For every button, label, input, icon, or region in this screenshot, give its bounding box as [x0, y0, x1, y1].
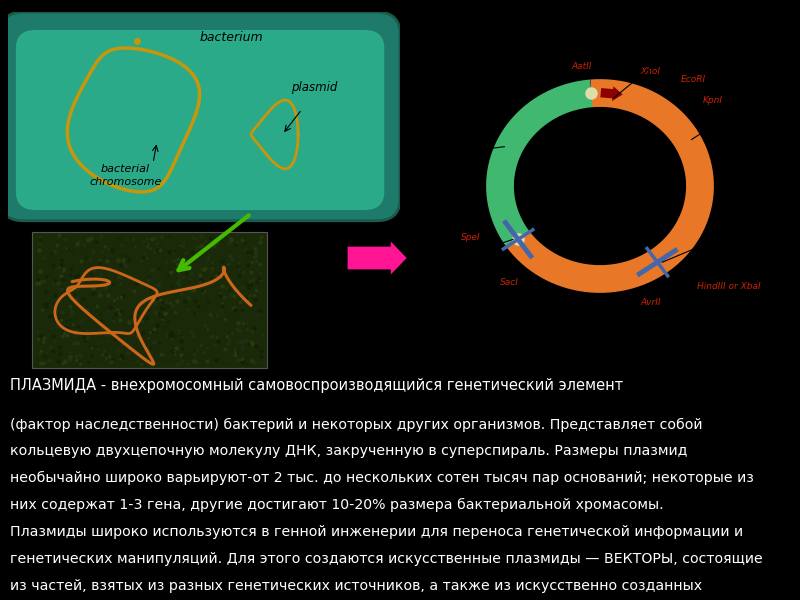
Text: bacterium: bacterium [200, 31, 263, 44]
Text: plasmid: plasmid [290, 81, 337, 94]
FancyArrow shape [348, 241, 406, 275]
FancyBboxPatch shape [16, 30, 384, 210]
Text: необычайно широко варьируют-от 2 тыс. до нескольких сотен тысяч пар оснований; н: необычайно широко варьируют-от 2 тыс. до… [10, 472, 754, 485]
Text: EcoRI: EcoRI [680, 75, 706, 84]
Text: Origin of
Replication: Origin of Replication [535, 330, 605, 358]
Text: KpnI: KpnI [702, 95, 722, 104]
Text: XhoI: XhoI [640, 67, 660, 76]
Text: SpeI: SpeI [461, 233, 480, 242]
Text: них содержат 1-3 гена, другие достигают 10-20% размера бактериальной хромасомы.: них содержат 1-3 гена, другие достигают … [10, 498, 664, 512]
Text: 1 μm: 1 μm [298, 344, 329, 357]
Text: AvrII: AvrII [641, 298, 662, 307]
Text: кольцевую двухцепочную молекулу ДНК, закрученную в суперспираль. Размеры плазмид: кольцевую двухцепочную молекулу ДНК, зак… [10, 445, 688, 458]
Text: Transcription
Termination: Transcription Termination [725, 223, 800, 251]
FancyBboxPatch shape [31, 232, 266, 368]
Text: из частей, взятых из разных генетических источников, а также из искусственно соз: из частей, взятых из разных генетических… [10, 579, 702, 593]
Text: ПЛАЗМИДА - внехромосомный самовоспроизводящийся генетический элемент: ПЛАЗМИДА - внехромосомный самовоспроизво… [10, 378, 623, 393]
Text: Promoter: Promoter [685, 35, 758, 49]
Text: SacI: SacI [500, 278, 518, 287]
Text: генетических манипуляций. Для этого создаются искусственные плазмиды — ВЕКТОРЫ, : генетических манипуляций. Для этого созд… [10, 552, 763, 566]
Text: HindIII or XbaI: HindIII or XbaI [697, 282, 761, 291]
Text: Antibiotic
Resistance: Antibiotic Resistance [405, 144, 473, 172]
Text: bacterial
chromosome: bacterial chromosome [90, 164, 162, 187]
Text: AatII: AatII [572, 62, 592, 71]
Text: Плазмиды широко используются в генной инженерии для переноса генетической информ: Плазмиды широко используются в генной ин… [10, 525, 743, 539]
Text: (фактор наследственности) бактерий и некоторых других организмов. Представляет с: (фактор наследственности) бактерий и нек… [10, 418, 703, 431]
FancyArrow shape [600, 86, 622, 101]
FancyBboxPatch shape [0, 12, 400, 221]
Text: Transcription
Termination: Transcription Termination [405, 251, 486, 279]
Text: Coding
Sequence: Coding Sequence [738, 102, 800, 130]
